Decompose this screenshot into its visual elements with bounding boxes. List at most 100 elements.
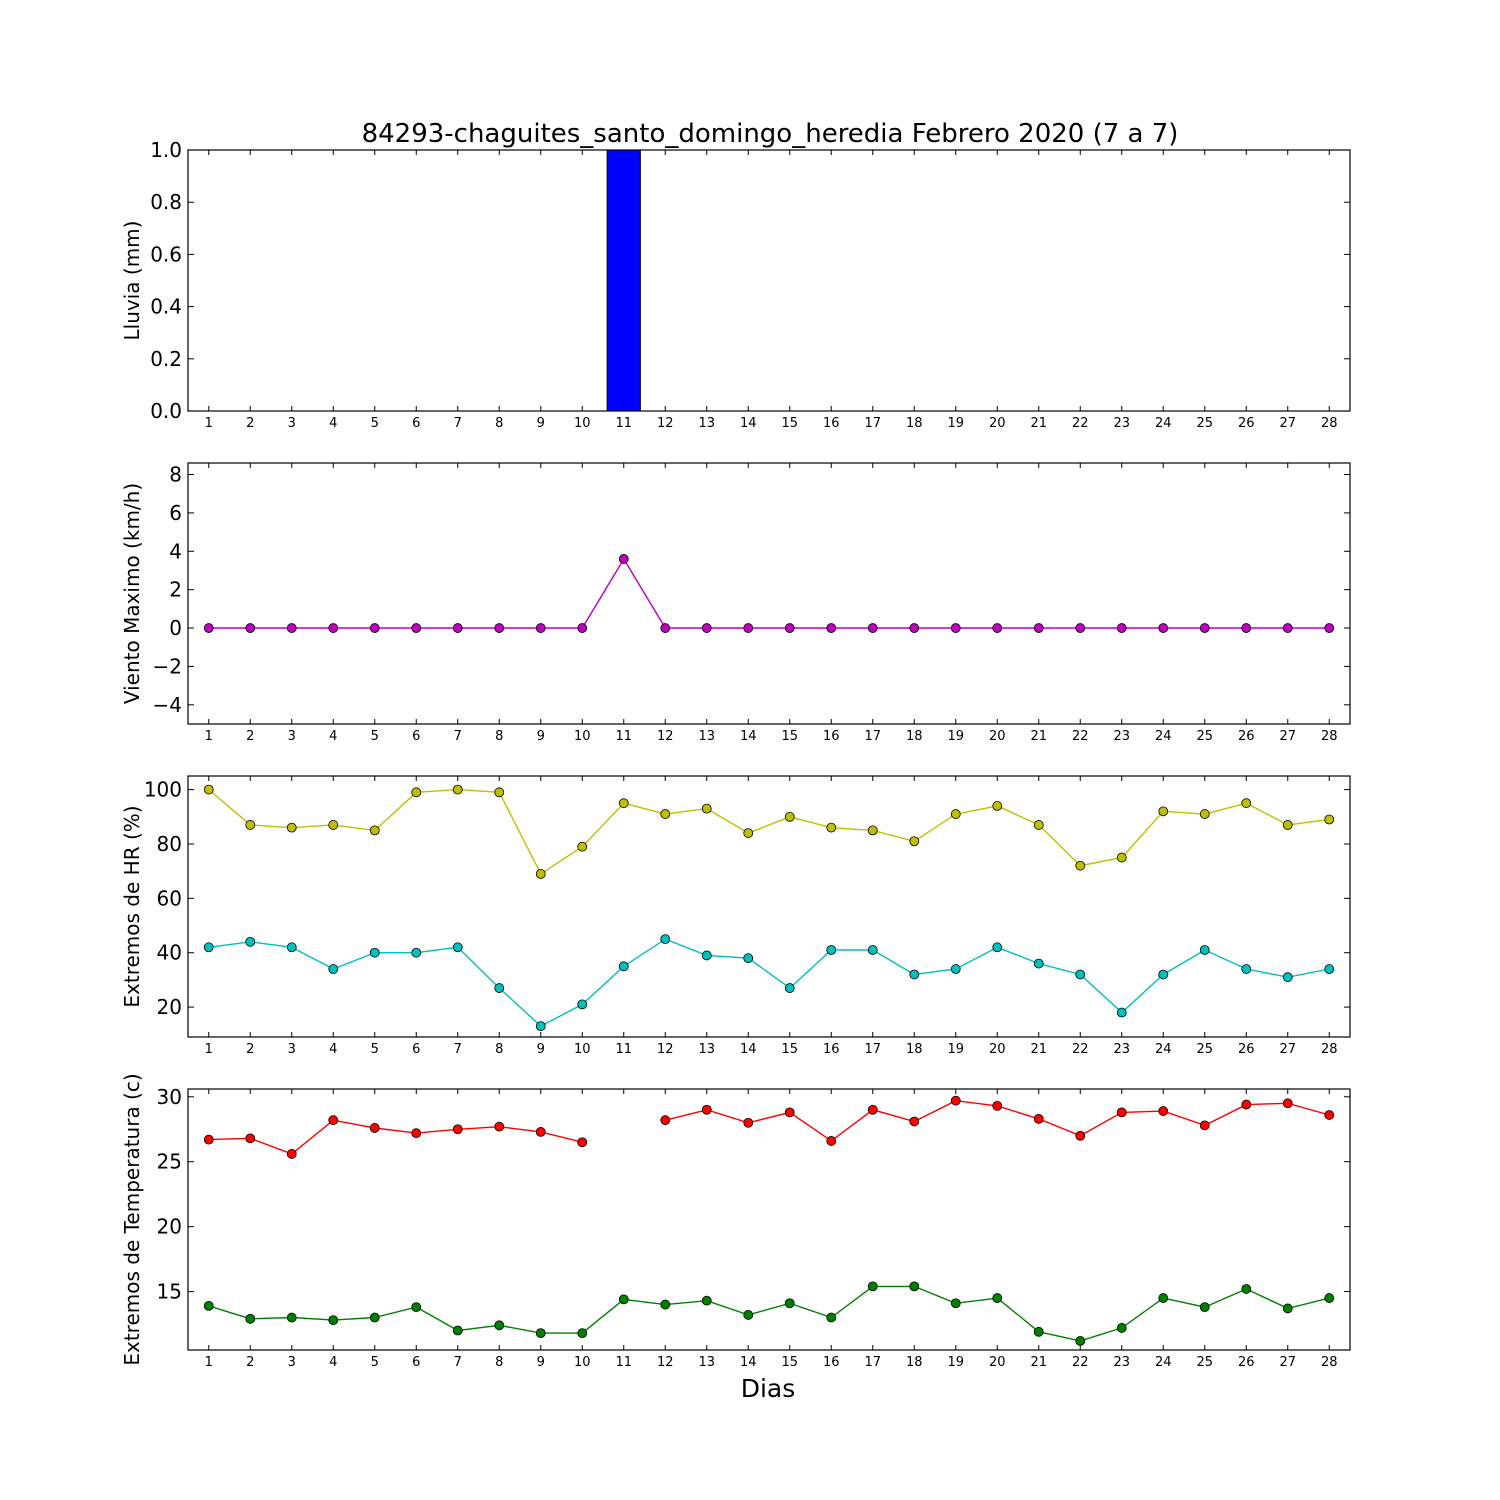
data-point: [577, 1328, 588, 1339]
x-tick-label: 14: [740, 1355, 757, 1370]
data-point: [452, 784, 463, 795]
data-point: [743, 623, 754, 633]
series-line-1: [208, 557, 1330, 629]
data-point: [1241, 1099, 1252, 1110]
data-point: [1282, 972, 1293, 983]
x-tick-label: 2: [246, 1355, 254, 1370]
x-tick-label: 7: [454, 1355, 462, 1370]
data-point: [1241, 798, 1252, 809]
data-point: [701, 1104, 712, 1115]
x-tick-label: 24: [1155, 416, 1172, 431]
data-point: [826, 1136, 837, 1146]
y-tick-label: 0.0: [150, 399, 182, 423]
x-tick-label: 7: [454, 1042, 462, 1057]
x-tick-label: 10: [574, 416, 591, 431]
data-point: [950, 809, 961, 819]
data-point: [1199, 623, 1210, 633]
data-point: [535, 1126, 546, 1137]
x-tick-label: 1: [205, 1042, 213, 1057]
y-tick-label: 30: [157, 1085, 182, 1109]
panel-data: [203, 784, 1335, 1032]
data-point: [452, 1325, 463, 1336]
x-tick-label: 8: [495, 416, 503, 431]
x-tick-label: 13: [698, 416, 715, 431]
data-point: [1033, 1113, 1044, 1124]
data-point: [452, 942, 463, 953]
data-point: [660, 623, 671, 633]
x-tick-label: 2: [246, 416, 254, 431]
x-tick-label: 16: [823, 1042, 840, 1057]
series-line-2: [208, 1285, 1330, 1342]
data-point: [701, 950, 712, 961]
data-point: [411, 947, 422, 958]
x-tick-label: 12: [657, 1355, 674, 1370]
y-tick-label: 20: [157, 995, 182, 1019]
data-point: [203, 784, 214, 795]
data-point: [1033, 623, 1044, 633]
data-point: [577, 999, 588, 1010]
x-tick-label: 28: [1321, 1042, 1338, 1057]
x-tick-label: 24: [1155, 1042, 1172, 1057]
x-tick-label: 23: [1113, 729, 1130, 744]
data-point: [245, 623, 256, 633]
data-point: [203, 1300, 214, 1311]
x-tick-label: 17: [864, 729, 881, 744]
data-point: [1324, 1110, 1335, 1120]
data-point: [618, 554, 629, 564]
data-point: [867, 623, 878, 633]
data-point: [369, 1123, 380, 1133]
data-point: [535, 868, 546, 879]
x-tick-label: 21: [1030, 416, 1047, 431]
data-point: [1199, 1302, 1210, 1313]
data-point: [369, 623, 380, 633]
y-tick-label: 4: [169, 539, 182, 563]
x-tick-label: 3: [288, 1355, 296, 1370]
data-point: [411, 787, 422, 798]
data-point: [784, 623, 795, 633]
y-tick-label: 0.6: [150, 242, 182, 266]
data-point: [909, 623, 920, 633]
data-point: [867, 1104, 878, 1115]
x-tick-label: 7: [454, 416, 462, 431]
x-tick-label: 3: [288, 1042, 296, 1057]
x-tick-label: 19: [947, 1042, 964, 1057]
y-tick-label: 25: [157, 1150, 182, 1174]
x-axis-label: Dias: [741, 1374, 796, 1403]
data-point: [992, 801, 1003, 811]
data-point: [494, 787, 505, 798]
x-tick-label: 10: [574, 729, 591, 744]
y-tick-label: 2: [169, 578, 182, 602]
data-point: [1116, 1323, 1127, 1333]
data-point: [1282, 820, 1293, 830]
y-axis-label: Lluvia (mm): [120, 221, 144, 341]
x-tick-label: 25: [1196, 729, 1213, 744]
data-point: [535, 623, 546, 633]
x-tick-label: 20: [989, 416, 1006, 431]
data-point: [1241, 1284, 1252, 1294]
y-tick-label: 8: [169, 463, 182, 487]
data-point: [535, 1328, 546, 1339]
x-tick-label: 16: [823, 416, 840, 431]
x-tick-label: 7: [454, 729, 462, 744]
data-point: [950, 964, 961, 974]
data-point: [286, 822, 297, 833]
x-tick-label: 19: [947, 729, 964, 744]
x-tick-label: 14: [740, 1042, 757, 1057]
y-tick-label: 20: [157, 1215, 182, 1239]
x-tick-label: 4: [329, 1042, 337, 1057]
data-point: [494, 623, 505, 633]
x-tick-label: 18: [906, 1042, 923, 1057]
y-tick-label: 15: [157, 1280, 182, 1304]
data-point: [701, 623, 712, 633]
plot-frame: [187, 775, 1351, 1038]
x-tick-label: 1: [205, 729, 213, 744]
data-point: [1158, 1106, 1169, 1116]
x-tick-label: 9: [537, 729, 545, 744]
x-tick-label: 16: [823, 729, 840, 744]
x-tick-label: 15: [781, 416, 798, 431]
data-point: [328, 623, 339, 633]
x-tick-label: 14: [740, 416, 757, 431]
x-tick-label: 26: [1238, 416, 1255, 431]
data-point: [1033, 958, 1044, 969]
